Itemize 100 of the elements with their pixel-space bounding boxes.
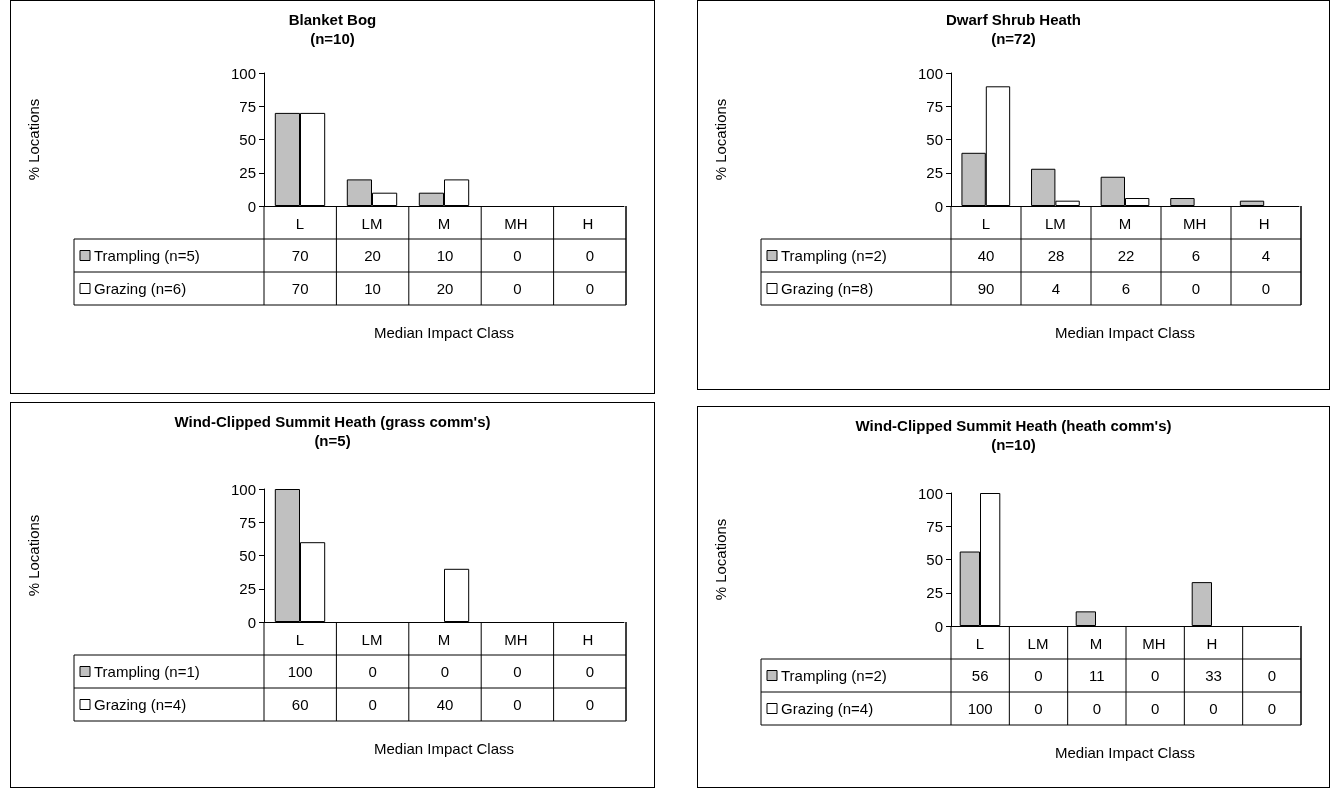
data-label: 0 — [513, 280, 522, 297]
x-tick-label: H — [582, 215, 594, 232]
chart-title: Wind-Clipped Summit Heath (heath comm's) — [855, 417, 1172, 434]
legend-label: Grazing (n=6) — [94, 280, 187, 297]
chart-title: Blanket Bog — [288, 11, 377, 28]
x-tick-label: L — [975, 635, 985, 652]
y-tick-label: 50 — [239, 547, 256, 564]
data-label: 6 — [1121, 280, 1131, 297]
data-label: 20 — [436, 280, 454, 297]
data-label: 0 — [1261, 280, 1271, 297]
x-tick-label: M — [1089, 635, 1103, 652]
y-axis-title: % Locations — [712, 98, 729, 181]
x-tick-label: H — [582, 631, 594, 648]
data-label: 0 — [368, 663, 377, 680]
chart-title: Dwarf Shrub Heath — [945, 11, 1082, 28]
x-tick-label: L — [295, 215, 305, 232]
x-tick-label: L — [295, 631, 305, 648]
data-label: 0 — [513, 663, 522, 680]
data-label: 0 — [368, 696, 377, 713]
y-tick-label: 50 — [239, 131, 256, 148]
data-label: 10 — [436, 247, 454, 264]
x-tick-label: M — [437, 215, 451, 232]
data-label: 56 — [971, 667, 989, 684]
data-label: 0 — [1150, 700, 1160, 717]
chart-subtitle: (n=10) — [310, 30, 355, 47]
y-tick-label: 100 — [230, 64, 256, 82]
y-axis-title: % Locations — [25, 514, 42, 597]
data-label: 70 — [291, 247, 309, 264]
chart-title: Wind-Clipped Summit Heath (grass comm's) — [174, 413, 491, 430]
x-tick-label: H — [1206, 635, 1218, 652]
data-label: 0 — [513, 247, 522, 264]
x-axis-title: Median Impact Class — [373, 324, 515, 341]
data-label: 0 — [1092, 700, 1102, 717]
legend-label: Grazing (n=4) — [94, 696, 187, 713]
data-label: 20 — [364, 247, 381, 264]
x-tick-label: MH — [1182, 215, 1207, 232]
data-label: 4 — [1261, 247, 1271, 264]
y-tick-label: 25 — [239, 164, 256, 182]
y-tick-label: 100 — [230, 480, 256, 498]
data-label: 90 — [977, 280, 995, 297]
data-label: 6 — [1191, 247, 1201, 264]
data-label: 0 — [1267, 667, 1277, 684]
y-tick-label: 75 — [239, 97, 256, 115]
y-tick-label: 25 — [926, 164, 943, 182]
data-label: 40 — [436, 696, 454, 713]
y-tick-label: 100 — [917, 484, 943, 502]
x-tick-label: M — [437, 631, 451, 648]
data-label: 0 — [1034, 667, 1043, 684]
data-label: 40 — [977, 247, 995, 264]
y-axis-title: % Locations — [712, 518, 729, 601]
y-tick-label: 75 — [926, 517, 943, 535]
x-axis-title: Median Impact Class — [1054, 324, 1196, 341]
data-label: 100 — [287, 663, 313, 680]
x-tick-label: L — [981, 215, 990, 232]
y-tick-label: 25 — [239, 580, 256, 598]
x-tick-label: LM — [1044, 215, 1066, 232]
data-label: 0 — [585, 696, 594, 713]
data-label: 0 — [585, 280, 594, 297]
x-axis-title: Median Impact Class — [1054, 744, 1196, 761]
y-axis-title: % Locations — [25, 98, 42, 181]
x-axis-title: Median Impact Class — [373, 740, 515, 757]
x-tick-label: MH — [504, 215, 528, 232]
y-tick-label: 75 — [239, 513, 256, 531]
chart-subtitle: (n=5) — [314, 432, 351, 449]
data-label: 11 — [1089, 667, 1105, 684]
legend-label: Grazing (n=8) — [781, 280, 874, 297]
y-tick-label: 0 — [247, 197, 256, 215]
x-tick-label: LM — [1027, 635, 1049, 652]
x-tick-label: LM — [361, 631, 383, 648]
y-tick-label: 50 — [926, 551, 943, 568]
data-label: 70 — [291, 280, 309, 297]
data-label: 0 — [1034, 700, 1043, 717]
data-label: 0 — [440, 663, 450, 680]
data-label: 28 — [1047, 247, 1065, 264]
chart-subtitle: (n=10) — [991, 436, 1036, 453]
y-tick-label: 75 — [926, 97, 943, 115]
data-label: 0 — [585, 663, 594, 680]
x-tick-label: LM — [361, 215, 383, 232]
data-label: 33 — [1205, 667, 1222, 684]
data-label: 22 — [1117, 247, 1135, 264]
data-label: 0 — [1191, 280, 1201, 297]
data-label: 0 — [585, 247, 594, 264]
data-label: 0 — [513, 696, 522, 713]
y-tick-label: 50 — [926, 131, 943, 148]
y-tick-label: 25 — [926, 584, 943, 602]
legend-label: Grazing (n=4) — [781, 700, 874, 717]
y-tick-label: 100 — [917, 64, 943, 82]
data-label: 0 — [1209, 700, 1218, 717]
data-label: 0 — [1150, 667, 1160, 684]
legend-label: Trampling (n=1) — [94, 663, 200, 680]
y-tick-label: 0 — [247, 613, 256, 631]
x-tick-label: M — [1118, 215, 1132, 232]
legend-label: Trampling (n=2) — [781, 247, 887, 264]
legend-label: Trampling (n=5) — [94, 247, 200, 264]
legend-label: Trampling (n=2) — [781, 667, 887, 684]
x-tick-label: MH — [504, 631, 528, 648]
chart-subtitle: (n=72) — [991, 30, 1036, 47]
x-tick-label: H — [1258, 215, 1270, 232]
data-label: 100 — [967, 700, 993, 717]
data-label: 10 — [364, 280, 381, 297]
